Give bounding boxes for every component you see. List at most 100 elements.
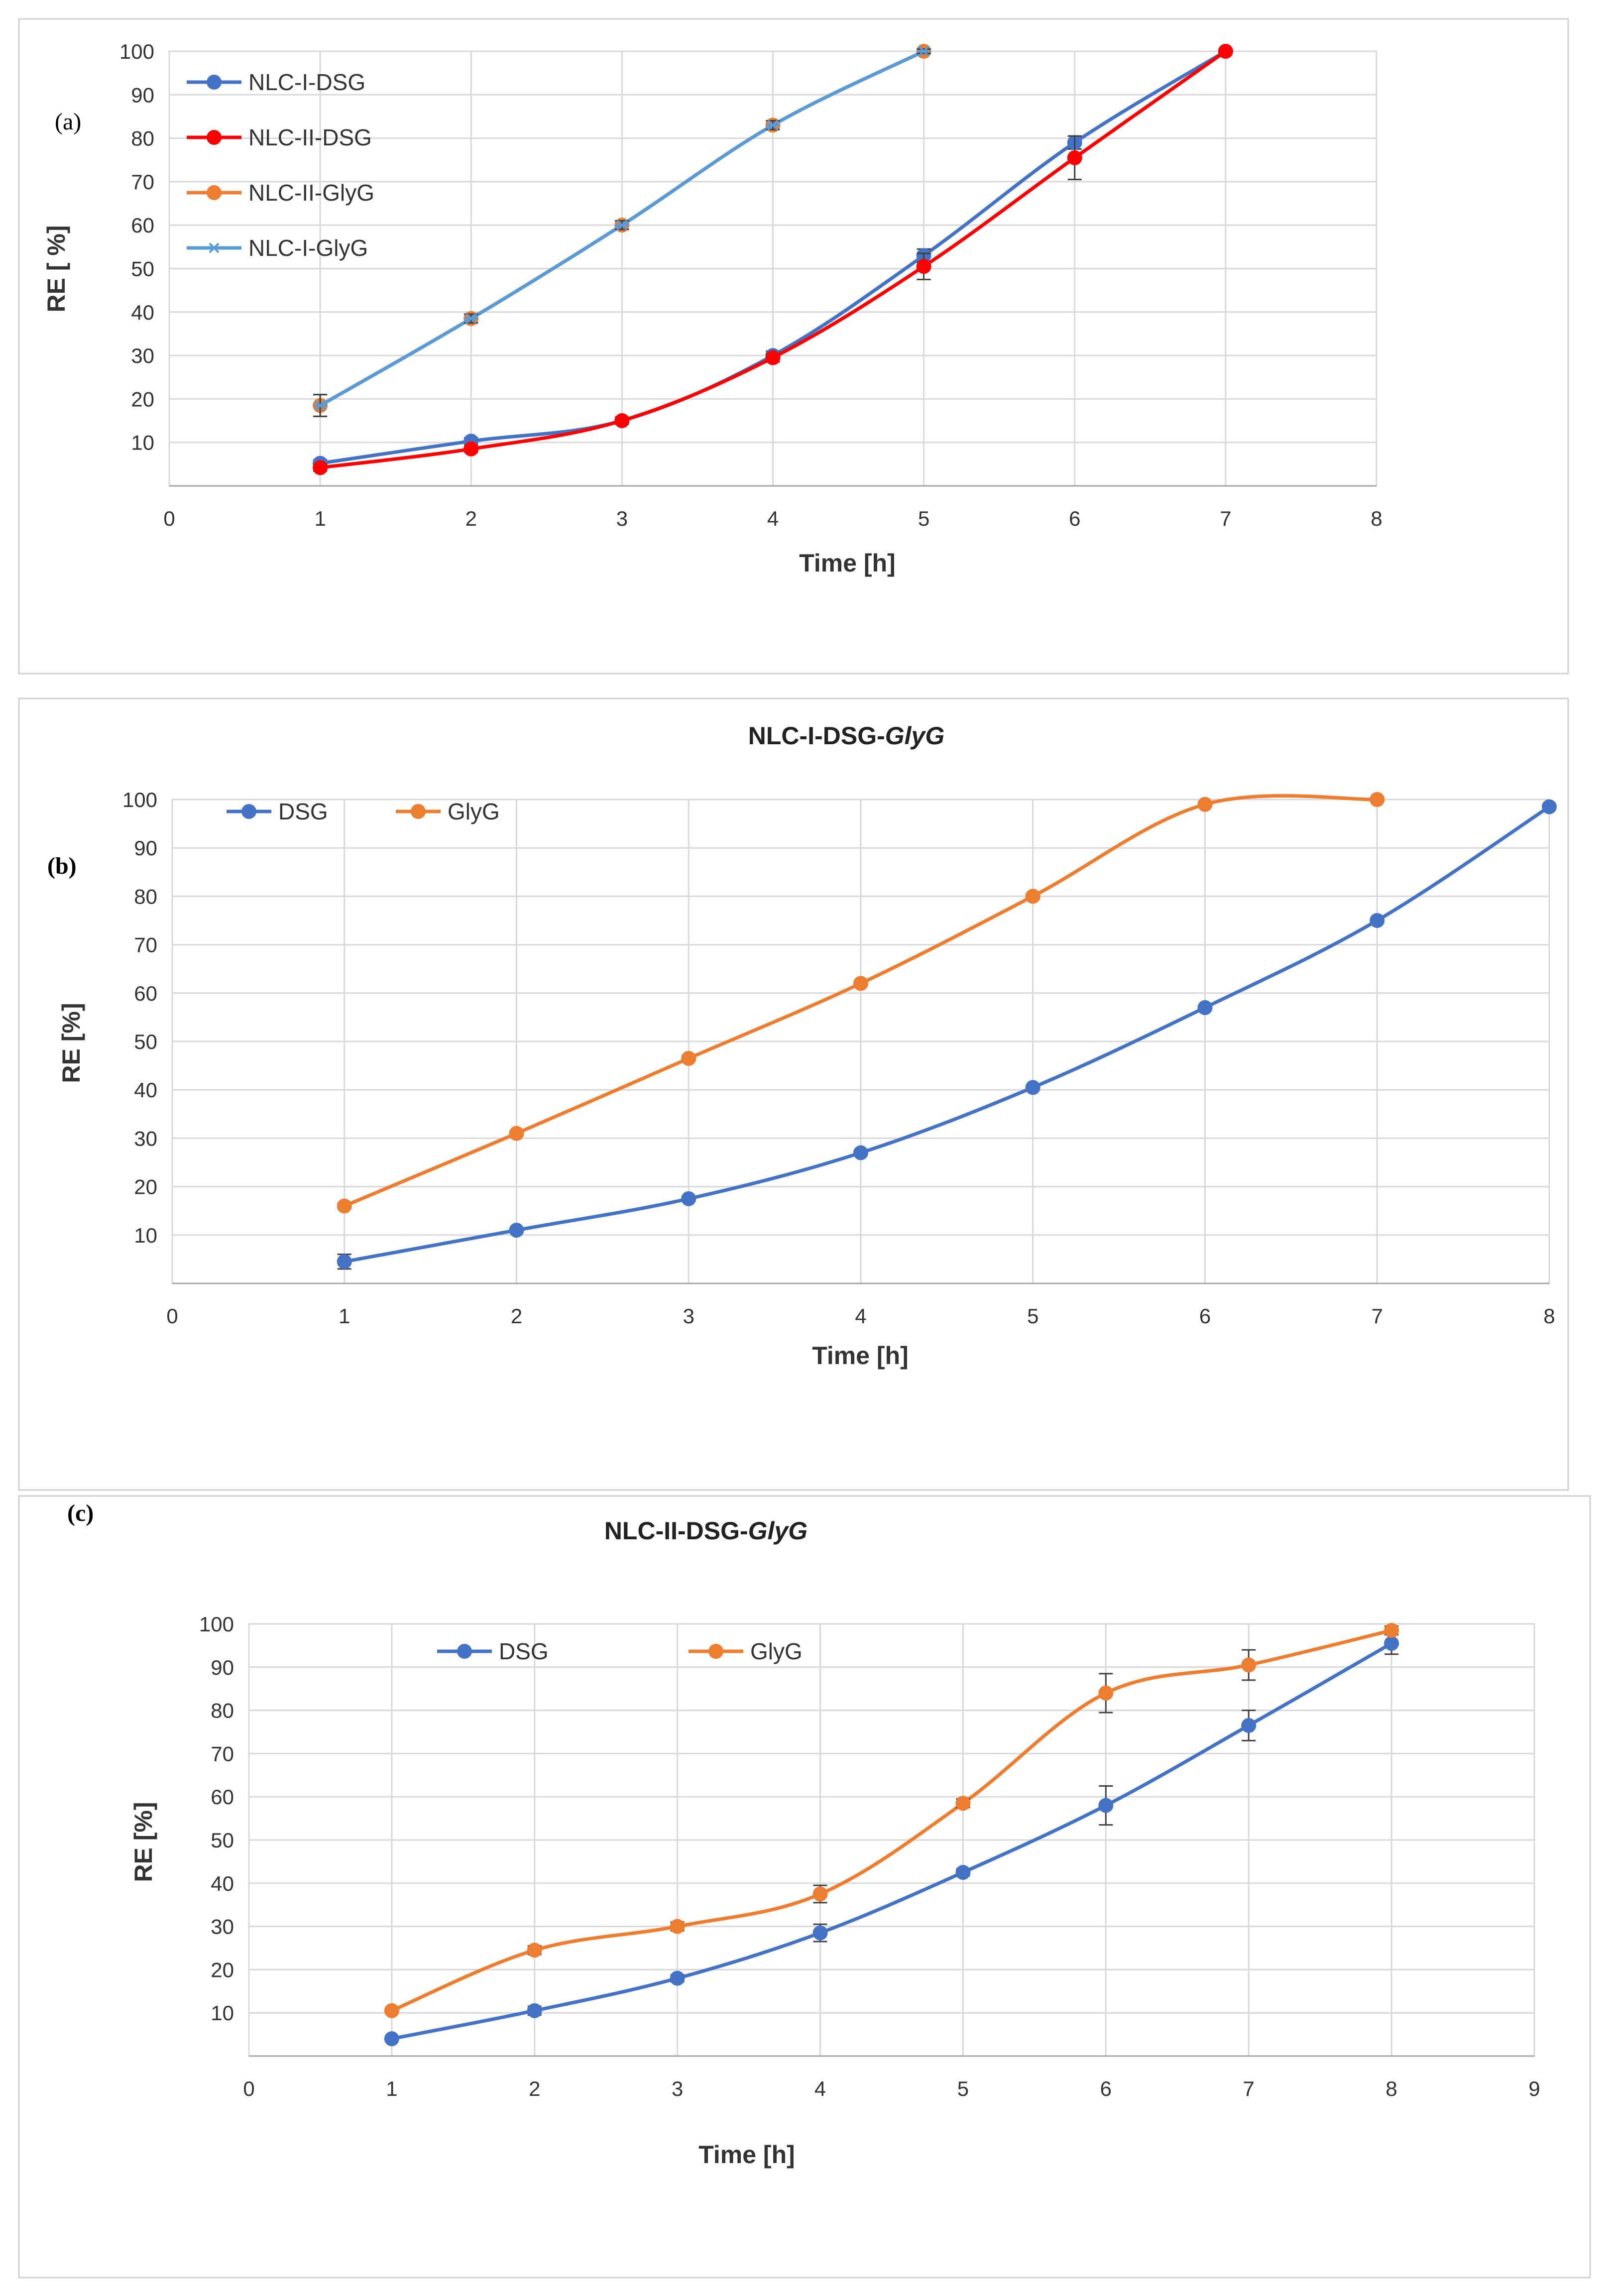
chart-panel-a: 10 20 30 40 50 60 70 80 90 100 0 1 2 3 4 5 6 7 8 Time [h] RE… (18, 18, 1569, 675)
x-tick-label: 4 (814, 2077, 826, 2100)
y-tick-label: 30 (134, 1127, 157, 1150)
legend-item-dsg: DSG (227, 799, 328, 824)
legend-item-glyg: GlyG (689, 1638, 803, 1664)
x-tick-label: 3 (672, 2077, 683, 2100)
x-tick-label: 7 (1372, 1304, 1383, 1328)
series-dsg (384, 1631, 1399, 2047)
legend-marker (708, 1644, 723, 1659)
y-tick-label: 60 (134, 982, 157, 1005)
series-glyg (337, 792, 1385, 1214)
x-tick-label: 4 (855, 1304, 866, 1328)
data-point (853, 1145, 868, 1160)
data-point (853, 976, 868, 991)
y-tick-label: 100 (122, 788, 157, 811)
data-point (1384, 1623, 1399, 1638)
y-tick-label: 40 (211, 1872, 234, 1895)
y-tick-label: 40 (134, 1078, 157, 1102)
chart-title-italic: GlyG (885, 722, 944, 750)
x-tick-label: 6 (1100, 2077, 1112, 2100)
chart-title-main: NLC-II-DSG- (604, 1517, 748, 1545)
y-tick-label: 20 (131, 387, 154, 411)
y-tick-label: 50 (211, 1829, 234, 1852)
legend-marker (208, 242, 221, 253)
data-point (1542, 799, 1557, 814)
x-tick-label: 1 (339, 1304, 350, 1328)
data-point (527, 2003, 542, 2018)
data-point (670, 1970, 685, 1986)
panel-frame (18, 1495, 1591, 2279)
y-tick-label: 50 (131, 257, 154, 281)
chart-panel-b: 10 20 30 40 50 60 70 80 90 100 0 1 2 3 4 5 6 7 8 Time [h] RE… (18, 697, 1569, 1491)
data-point (1241, 1657, 1257, 1673)
series-line (344, 805, 1550, 1263)
x-tick-label: 1 (386, 2077, 397, 2100)
chart-title: NLC-I-DSG-GlyG (748, 722, 944, 750)
y-tick-label: 80 (131, 127, 154, 150)
data-point (463, 441, 479, 457)
legend-label: GlyG (448, 799, 500, 824)
panel-tag: (a) (55, 109, 81, 135)
legend-label: NLC-II-DSG (248, 124, 372, 150)
data-point (614, 413, 630, 429)
x-tick-label: 4 (767, 507, 779, 530)
x-axis-label: Time [h] (799, 549, 896, 577)
x-tick-label: 7 (1220, 507, 1231, 530)
y-tick-label: 10 (134, 1224, 157, 1247)
legend-item-glyg: GlyG (396, 799, 500, 824)
chart-panel-c: 10 20 30 40 50 60 70 80 90 100 0 1 2 3 4 5 6 7 8 9 Time [h] R… (18, 1495, 1591, 2279)
data-point (670, 1919, 685, 1934)
series-glyg (384, 1623, 1399, 2018)
legend-marker (411, 804, 426, 819)
y-tick-label: 100 (119, 40, 154, 63)
legend-item-nlc-ii-glyg: NLC-II-GlyG (187, 180, 374, 206)
legend-label: DSG (278, 799, 328, 824)
legend-label: DSG (499, 1638, 549, 1664)
panel-tag: (c) (67, 1500, 94, 1526)
x-tick-label: 5 (957, 2077, 969, 2100)
y-tick-label: 30 (211, 1915, 234, 1939)
legend-item-nlc-i-glyg: NLC-I-GlyG (187, 235, 368, 261)
x-tick-label: 8 (1385, 2077, 1397, 2100)
y-tick-label: 30 (131, 344, 154, 367)
x-tick-label: 2 (511, 1304, 522, 1328)
data-point (765, 350, 781, 365)
data-point (1370, 792, 1385, 807)
x-tick-label: 3 (683, 1304, 694, 1328)
x-tick-label: 7 (1243, 2077, 1255, 2100)
x-tick-label: 6 (1199, 1304, 1211, 1328)
data-point (509, 1223, 524, 1238)
data-point (1384, 1636, 1399, 1651)
legend-label: NLC-I-DSG (248, 69, 365, 95)
x-tick-label: 3 (616, 507, 628, 530)
data-point (337, 1254, 352, 1269)
x-tick-label: 6 (1069, 507, 1080, 530)
x-axis-label: Time [h] (812, 1342, 909, 1370)
data-point-asterisk (313, 400, 328, 411)
y-tick-label: 20 (134, 1175, 157, 1199)
legend-label: NLC-I-GlyG (248, 235, 368, 261)
data-point (681, 1191, 696, 1206)
series-nlc-ii-dsg (313, 44, 1233, 475)
legend-item-nlc-i-dsg: NLC-I-DSG (187, 69, 365, 95)
y-tick-label: 10 (131, 431, 154, 455)
data-point (1098, 1685, 1114, 1701)
data-point (1197, 1000, 1213, 1015)
y-tick-label: 90 (134, 836, 157, 860)
x-tick-label: 8 (1543, 1304, 1555, 1328)
data-point (1370, 913, 1385, 928)
series-line (391, 1642, 1392, 2041)
y-axis-label: RE [%] (129, 1802, 157, 1882)
data-point (384, 2031, 399, 2047)
panel-tag: (b) (47, 853, 77, 879)
legend-item-nlc-ii-dsg: NLC-II-DSG (187, 124, 372, 150)
data-point-asterisk (766, 119, 780, 131)
legend-marker (457, 1644, 472, 1659)
y-tick-label: 70 (134, 933, 157, 957)
data-point-asterisk (464, 313, 478, 325)
data-point (1218, 44, 1233, 59)
y-tick-label: 80 (134, 885, 157, 908)
legend-marker (207, 130, 222, 145)
y-tick-label: 90 (211, 1656, 234, 1679)
data-point (337, 1198, 352, 1214)
